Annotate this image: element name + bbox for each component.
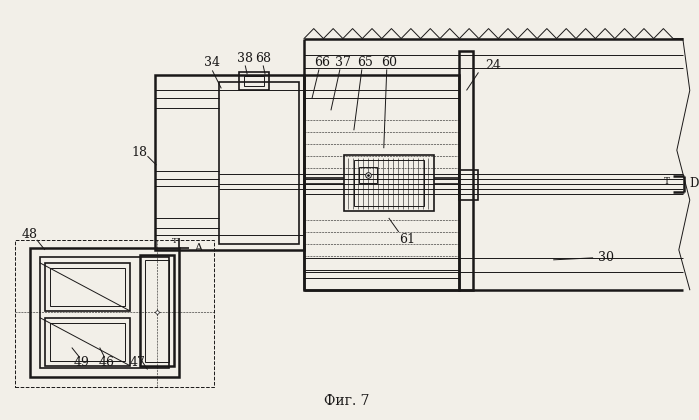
Text: A: A: [194, 243, 203, 253]
Text: 24: 24: [486, 59, 501, 72]
Bar: [50, 268, 124, 306]
Text: Фиг. 7: Фиг. 7: [324, 394, 370, 408]
Text: 37: 37: [335, 56, 351, 69]
Text: 38: 38: [237, 52, 253, 65]
Bar: [344, 155, 433, 211]
Bar: [304, 76, 459, 290]
Text: D: D: [690, 176, 699, 189]
Bar: [354, 160, 424, 206]
Bar: [359, 167, 377, 183]
Bar: [40, 257, 169, 368]
Bar: [145, 260, 169, 362]
Bar: [30, 248, 180, 378]
Text: 68: 68: [255, 52, 271, 65]
Text: 30: 30: [598, 251, 614, 264]
Text: 66: 66: [314, 56, 330, 69]
Text: 18: 18: [131, 146, 147, 159]
Bar: [50, 323, 124, 360]
Bar: [45, 318, 129, 365]
Text: 61: 61: [398, 234, 415, 247]
Text: 49: 49: [74, 356, 89, 369]
Bar: [239, 72, 269, 90]
Bar: [15, 240, 215, 387]
Bar: [140, 255, 175, 367]
Bar: [219, 82, 299, 244]
Text: 60: 60: [381, 56, 397, 69]
Text: 47: 47: [129, 356, 145, 369]
Bar: [459, 170, 478, 200]
Text: T: T: [172, 237, 178, 245]
Bar: [244, 76, 264, 87]
Bar: [154, 76, 304, 250]
Bar: [45, 263, 129, 311]
Text: 48: 48: [22, 228, 38, 241]
Bar: [459, 50, 473, 290]
Text: 46: 46: [99, 356, 115, 369]
Text: T: T: [664, 176, 670, 186]
Text: 34: 34: [204, 56, 220, 69]
Text: 65: 65: [357, 56, 373, 69]
